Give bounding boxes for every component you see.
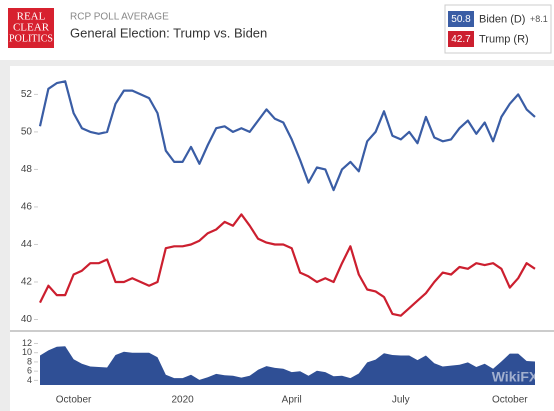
y-tick-label: 50 [21, 127, 33, 138]
chart-title: General Election: Trump vs. Biden [70, 25, 267, 40]
y-tick-label: 48 [21, 164, 33, 175]
legend-label: Biden (D) [479, 13, 525, 25]
y-tick-label: 42 [21, 277, 33, 288]
y-tick-label: 10 [22, 347, 32, 357]
watermark: WikiFX [492, 369, 539, 385]
legend-swatch [448, 11, 474, 27]
logo-text: POLITICS [9, 33, 53, 44]
legend-label: Trump (R) [479, 33, 529, 45]
legend-swatch [448, 31, 474, 47]
x-tick-label: October [56, 395, 92, 406]
x-tick-label: 2020 [172, 395, 195, 406]
legend-value: 42.7 [451, 34, 471, 45]
series-line [39, 213, 536, 317]
logo-text: REAL [17, 11, 46, 23]
y-tick-label: 4 [27, 375, 32, 385]
spread-area [40, 346, 535, 385]
x-tick-label: July [392, 395, 410, 406]
legend-value: 50.8 [451, 14, 471, 25]
logo-box [8, 8, 54, 48]
y-tick-label: 12 [22, 338, 32, 348]
x-tick-label: April [282, 395, 302, 406]
y-tick-label: 46 [21, 202, 33, 213]
y-tick-label: 52 [21, 89, 33, 100]
legend-spread: +8.1 [530, 14, 548, 24]
y-tick-label: 40 [21, 314, 33, 325]
chart-subtitle: RCP POLL AVERAGE [70, 12, 169, 23]
y-tick-label: 44 [21, 239, 33, 250]
series-line [38, 80, 536, 192]
plot-panel [10, 66, 554, 411]
logo-text: CLEAR [13, 22, 50, 34]
y-tick-label: 8 [27, 356, 32, 366]
y-tick-label: 6 [27, 366, 32, 376]
x-tick-label: October [492, 395, 528, 406]
